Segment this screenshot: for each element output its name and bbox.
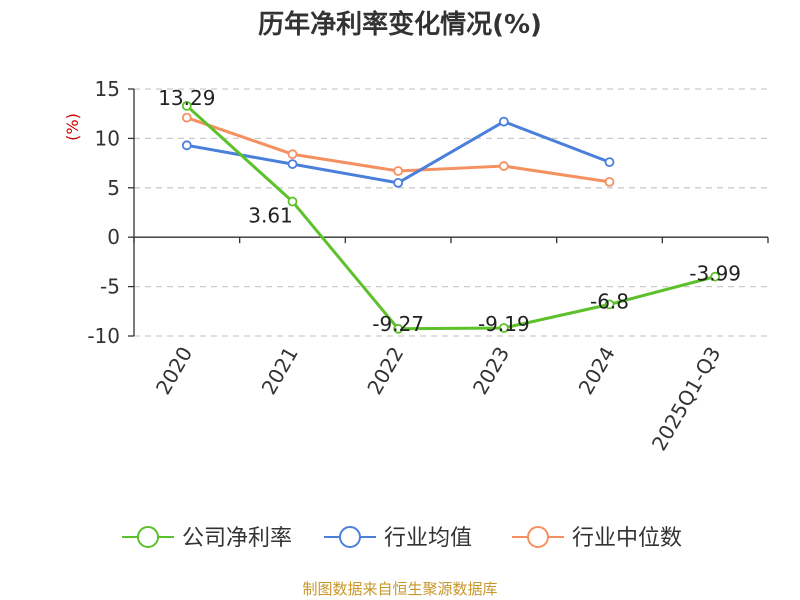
data-label: -3.99: [689, 262, 741, 286]
legend-label: 行业均值: [384, 526, 472, 551]
legend-label: 行业中位数: [572, 526, 682, 551]
y-tick-label: 10: [95, 126, 120, 150]
data-point: [604, 157, 615, 168]
legend-marker: [527, 526, 549, 548]
data-label: 3.61: [248, 204, 293, 228]
data-point: [498, 161, 509, 171]
data-label: -6.8: [590, 289, 629, 313]
data-point: [287, 196, 298, 207]
y-tick-label: -10: [87, 324, 120, 348]
data-point: [181, 100, 192, 111]
data-point: [287, 149, 298, 160]
y-tick-labels: 15 10 5 0 -5 -10: [87, 77, 120, 348]
legend-marker: [339, 526, 361, 548]
data-point: [181, 140, 192, 151]
data-point: [498, 116, 509, 127]
x-tick-label: 2021: [257, 343, 303, 399]
chart-title: 历年净利率变化情况(%): [258, 9, 542, 40]
y-axis-unit: (%): [63, 113, 82, 141]
data-point: [181, 112, 192, 123]
axes: [133, 89, 769, 336]
y-tick-label: 15: [95, 77, 120, 101]
data-point: [287, 159, 298, 169]
x-tick-label: 2020: [151, 343, 197, 399]
data-point: [393, 166, 404, 176]
series-line: [185, 104, 716, 331]
data-point: [604, 299, 615, 310]
footer-source: 制图数据来自恒生聚源数据库: [302, 580, 497, 598]
x-tick-label: 2025Q1-Q3: [647, 343, 726, 455]
data-label: 13.29: [158, 86, 215, 110]
data-point: [393, 323, 404, 334]
y-tick-label: 0: [107, 225, 120, 249]
data-point: [604, 176, 615, 187]
legend-marker: [137, 526, 159, 548]
data-point: [393, 177, 404, 188]
data-point: [710, 271, 721, 282]
data-labels: 13.29 3.61 -9.27 -9.19 -6.8 -3.99: [158, 86, 741, 336]
series-lines: [181, 100, 721, 334]
y-tick-label: 5: [107, 176, 120, 200]
y-tick-label: -5: [100, 275, 120, 299]
x-tick-labels: 2020 2021 2022 2023 2024 2025Q1-Q3: [151, 343, 726, 455]
data-point: [498, 323, 509, 333]
x-tick-label: 2022: [362, 343, 408, 399]
x-tick-label: 2023: [468, 343, 514, 399]
gridlines: [128, 88, 768, 337]
data-label: -9.27: [372, 312, 424, 336]
legend[interactable]: 公司净利率 行业均值 行业中位数: [122, 526, 682, 551]
x-tick-label: 2024: [574, 343, 620, 399]
legend-label: 公司净利率: [182, 526, 292, 551]
data-label: -9.19: [478, 312, 530, 336]
